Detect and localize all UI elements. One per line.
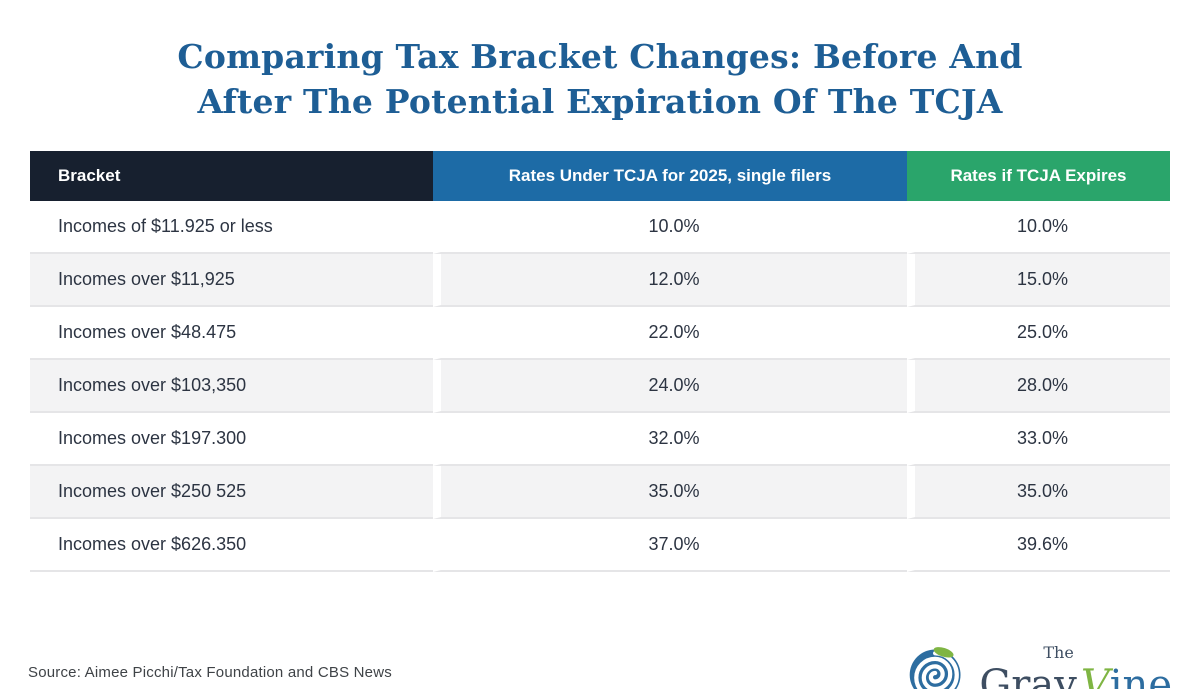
bracket-cell: Incomes over $11,925: [30, 254, 433, 307]
page-title-line2: After The Potential Expiration Of The TC…: [197, 82, 1003, 121]
tcja-rate-cell: 22.0%: [432, 307, 907, 360]
source-attribution: Source: Aimee Picchi/Tax Foundation and …: [28, 663, 392, 681]
page-title: Comparing Tax Bracket Changes: Before An…: [0, 34, 1200, 124]
table-row: Incomes over $11,925 12.0% 15.0%: [30, 254, 1170, 307]
expired-rate-cell: 33.0%: [906, 413, 1170, 466]
table-row: Incomes over $250 525 35.0% 35.0%: [30, 466, 1170, 519]
tcja-rate-cell: 12.0%: [432, 254, 907, 307]
column-header-bracket: Bracket: [30, 151, 433, 201]
expired-rate-cell: 10.0%: [906, 201, 1170, 254]
bracket-cell: Incomes over $48.475: [30, 307, 433, 360]
tcja-rate-cell: 10.0%: [432, 201, 907, 254]
table-row: Incomes over $103,350 24.0% 28.0%: [30, 360, 1170, 413]
table-row: Incomes over $48.475 22.0% 25.0%: [30, 307, 1170, 360]
expired-rate-cell: 25.0%: [906, 307, 1170, 360]
expired-rate-cell: 28.0%: [906, 360, 1170, 413]
expired-rate-cell: 35.0%: [906, 466, 1170, 519]
tcja-rate-cell: 35.0%: [432, 466, 907, 519]
bracket-cell: Incomes over $103,350: [30, 360, 433, 413]
tcja-rate-cell: 37.0%: [432, 519, 907, 572]
logo-word-the: The: [1043, 643, 1074, 662]
bracket-cell: Incomes of $11.925 or less: [30, 201, 433, 254]
grayvine-logo: The Gray Vine: [905, 639, 1172, 689]
expired-rate-cell: 39.6%: [906, 519, 1170, 572]
grayvine-wordmark: The Gray Vine: [979, 643, 1172, 689]
footer: Source: Aimee Picchi/Tax Foundation and …: [0, 639, 1200, 689]
logo-vine-leaf-v: V: [1080, 662, 1110, 689]
table-header-row: Bracket Rates Under TCJA for 2025, singl…: [30, 151, 1170, 201]
column-header-tcja-2025: Rates Under TCJA for 2025, single filers: [432, 151, 907, 201]
column-header-tcja-expires: Rates if TCJA Expires: [906, 151, 1170, 201]
logo-word-ine: ine: [1109, 662, 1172, 689]
tcja-rate-cell: 32.0%: [432, 413, 907, 466]
tcja-rate-cell: 24.0%: [432, 360, 907, 413]
logo-word-gray: Gray: [979, 662, 1077, 689]
logo-word-main: Gray Vine: [979, 665, 1172, 689]
spiral-leaf-icon: [910, 647, 961, 689]
bracket-cell: Incomes over $197.300: [30, 413, 433, 466]
tax-bracket-table: Bracket Rates Under TCJA for 2025, singl…: [30, 151, 1170, 572]
page-title-line1: Comparing Tax Bracket Changes: Before An…: [177, 37, 1023, 76]
bracket-cell: Incomes over $626.350: [30, 519, 433, 572]
bracket-cell: Incomes over $250 525: [30, 466, 433, 519]
table-row: Incomes over $626.350 37.0% 39.6%: [30, 519, 1170, 572]
expired-rate-cell: 15.0%: [906, 254, 1170, 307]
table-row: Incomes over $197.300 32.0% 33.0%: [30, 413, 1170, 466]
table-row: Incomes of $11.925 or less 10.0% 10.0%: [30, 201, 1170, 254]
